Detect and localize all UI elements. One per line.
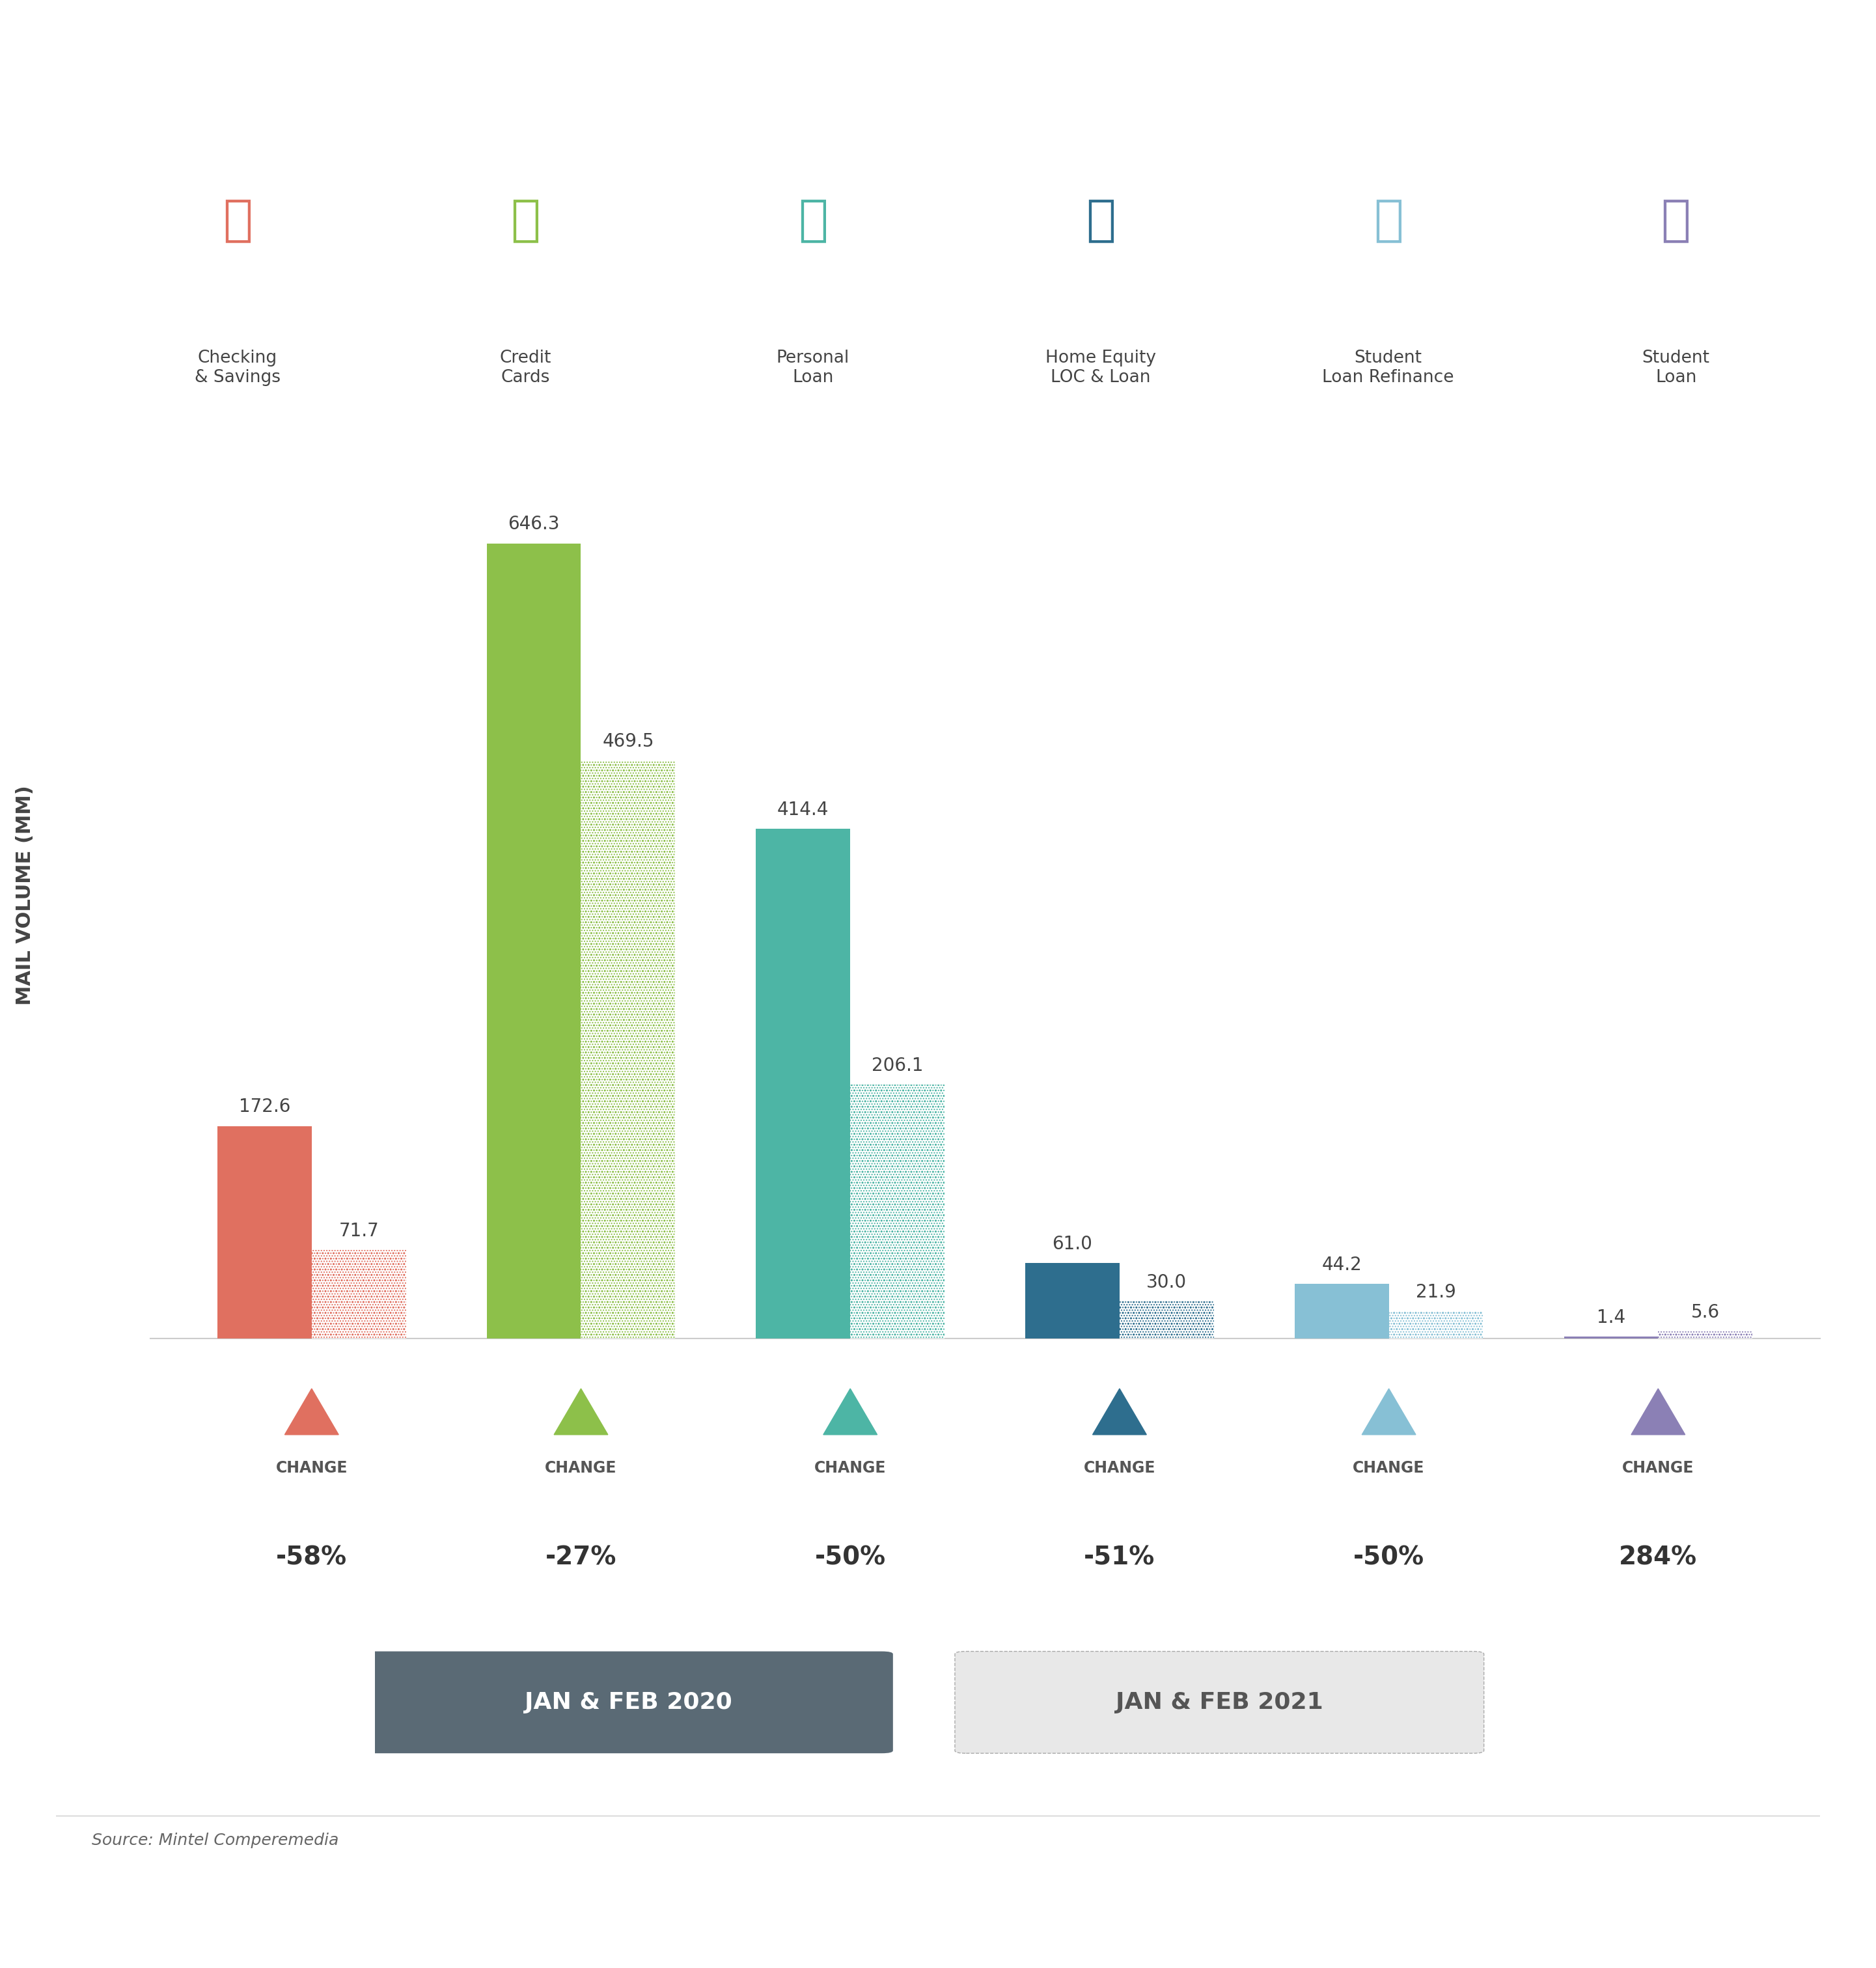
Text: JAN & FEB 2020: JAN & FEB 2020 bbox=[525, 1691, 732, 1714]
Text: Home Equity
LOC & Loan: Home Equity LOC & Loan bbox=[1045, 350, 1156, 386]
Text: Student
Loan Refinance: Student Loan Refinance bbox=[1323, 350, 1454, 386]
Polygon shape bbox=[824, 1389, 878, 1435]
Text: 🛡: 🛡 bbox=[1373, 197, 1403, 244]
Bar bbox=[582, 762, 675, 1338]
Bar bbox=[582, 762, 675, 1338]
Text: -50%: -50% bbox=[814, 1545, 885, 1570]
Text: 469.5: 469.5 bbox=[602, 732, 655, 752]
Bar bbox=[850, 1084, 944, 1338]
Polygon shape bbox=[553, 1389, 608, 1435]
Polygon shape bbox=[1632, 1389, 1685, 1435]
Text: 1.4: 1.4 bbox=[1596, 1309, 1625, 1326]
Text: 🎓: 🎓 bbox=[1660, 197, 1690, 244]
Bar bbox=[1658, 1330, 1752, 1338]
Bar bbox=[1388, 1311, 1484, 1338]
Bar bbox=[1120, 1301, 1214, 1338]
Text: 71.7: 71.7 bbox=[340, 1222, 379, 1240]
Text: -50%: -50% bbox=[1353, 1545, 1424, 1570]
Bar bbox=[1120, 1301, 1214, 1338]
Text: 💳: 💳 bbox=[510, 197, 540, 244]
Text: CHANGE: CHANGE bbox=[814, 1460, 885, 1476]
Polygon shape bbox=[1092, 1389, 1146, 1435]
Text: 414.4: 414.4 bbox=[777, 801, 829, 819]
Bar bbox=[1120, 1301, 1214, 1338]
Text: MAIL VOLUME (MM): MAIL VOLUME (MM) bbox=[15, 785, 34, 1006]
Text: 🏛: 🏛 bbox=[223, 197, 253, 244]
Text: JANUARY AND FEBRUARY MAIL VOLUME, 2020 VERSUS 2021: JANUARY AND FEBRUARY MAIL VOLUME, 2020 V… bbox=[360, 47, 1516, 81]
Polygon shape bbox=[1362, 1389, 1416, 1435]
Bar bbox=[1026, 1263, 1120, 1338]
Text: -51%: -51% bbox=[1084, 1545, 1156, 1570]
Bar bbox=[850, 1084, 944, 1338]
Text: 284%: 284% bbox=[1619, 1545, 1698, 1570]
Text: CHANGE: CHANGE bbox=[1084, 1460, 1156, 1476]
FancyBboxPatch shape bbox=[364, 1651, 893, 1753]
Text: 5.6: 5.6 bbox=[1690, 1303, 1720, 1322]
Text: 172.6: 172.6 bbox=[238, 1098, 291, 1116]
Text: 🏠: 🏠 bbox=[1086, 197, 1116, 244]
Text: CHANGE: CHANGE bbox=[546, 1460, 617, 1476]
Bar bbox=[1388, 1311, 1484, 1338]
FancyBboxPatch shape bbox=[955, 1651, 1484, 1753]
Text: -27%: -27% bbox=[546, 1545, 617, 1570]
Text: 📋: 📋 bbox=[797, 197, 827, 244]
Text: CHANGE: CHANGE bbox=[276, 1460, 347, 1476]
Bar bbox=[218, 1126, 311, 1338]
Polygon shape bbox=[285, 1389, 338, 1435]
Bar bbox=[311, 1250, 405, 1338]
Bar bbox=[1294, 1283, 1388, 1338]
Bar bbox=[582, 762, 675, 1338]
Bar bbox=[1658, 1330, 1752, 1338]
Bar bbox=[1658, 1330, 1752, 1338]
Text: 646.3: 646.3 bbox=[508, 516, 559, 533]
Bar bbox=[486, 543, 582, 1338]
Text: CHANGE: CHANGE bbox=[1623, 1460, 1694, 1476]
Bar bbox=[311, 1250, 405, 1338]
Bar bbox=[311, 1250, 405, 1338]
Text: Checking
& Savings: Checking & Savings bbox=[195, 350, 281, 386]
Text: Student
Loan: Student Loan bbox=[1642, 350, 1709, 386]
Text: 30.0: 30.0 bbox=[1146, 1273, 1188, 1291]
Text: CHANGE: CHANGE bbox=[1353, 1460, 1424, 1476]
Text: Personal
Loan: Personal Loan bbox=[777, 350, 850, 386]
Text: 44.2: 44.2 bbox=[1321, 1256, 1362, 1273]
Text: 61.0: 61.0 bbox=[1052, 1236, 1092, 1254]
Text: Source: Mintel Comperemedia: Source: Mintel Comperemedia bbox=[92, 1832, 338, 1848]
Bar bbox=[1388, 1311, 1484, 1338]
Bar bbox=[756, 829, 850, 1338]
Text: JAN & FEB 2021: JAN & FEB 2021 bbox=[1116, 1691, 1323, 1714]
Text: 206.1: 206.1 bbox=[872, 1057, 923, 1075]
Bar bbox=[850, 1084, 944, 1338]
Text: 21.9: 21.9 bbox=[1416, 1283, 1456, 1301]
Text: Credit
Cards: Credit Cards bbox=[499, 350, 552, 386]
Text: -58%: -58% bbox=[276, 1545, 347, 1570]
